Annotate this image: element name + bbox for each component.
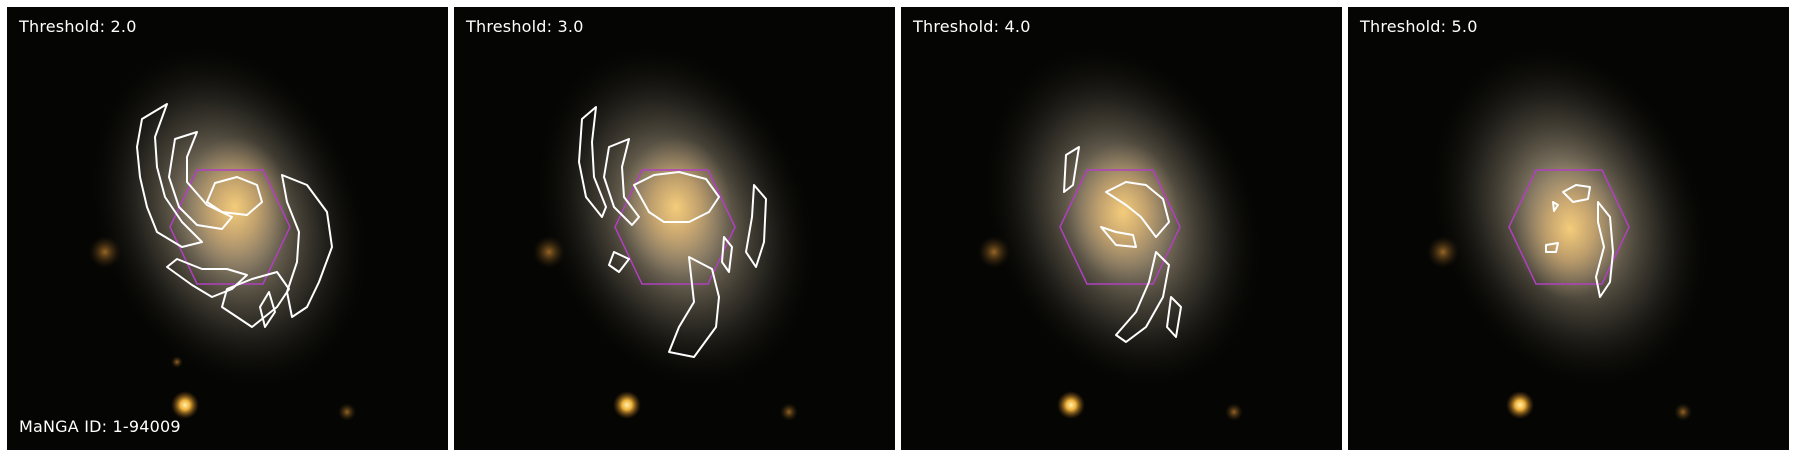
- threshold-panel-3: Threshold: 4.0: [901, 7, 1342, 450]
- galaxy-image-1: [89, 47, 367, 421]
- contour-line-icon: [259, 291, 276, 328]
- contour-line-icon: [166, 258, 248, 298]
- contour-line-icon: [1562, 184, 1591, 203]
- contour-line-icon: [745, 184, 767, 268]
- galaxy-core: [1068, 142, 1178, 282]
- contour-line-icon: [168, 131, 233, 230]
- background-source: [338, 403, 356, 421]
- contour-line-icon: [668, 256, 720, 358]
- contour-line-icon: [281, 174, 333, 318]
- threshold-panel-1: Threshold: 2.0 MaNGA ID: 1-94009: [7, 7, 448, 450]
- background-source: [780, 403, 798, 421]
- contour-line-icon: [1063, 146, 1080, 193]
- background-source: [171, 356, 183, 368]
- contour-line-icon: [1115, 251, 1170, 343]
- contour-line-icon: [1105, 181, 1170, 238]
- contour-line-icon: [206, 176, 263, 216]
- ifu-hexagon-icon: [614, 169, 736, 285]
- contour-line-icon: [136, 103, 203, 248]
- contour-lines: [136, 103, 333, 328]
- galaxy-core: [1515, 159, 1625, 299]
- background-source: [978, 236, 1010, 268]
- contour-line-icon: [633, 171, 720, 223]
- threshold-label: Threshold: 5.0: [1360, 17, 1478, 36]
- contour-line-icon: [221, 271, 290, 328]
- background-source: [89, 236, 121, 268]
- contour-lines: [1063, 146, 1182, 343]
- background-source: [533, 236, 565, 268]
- contour-line-icon: [603, 138, 640, 226]
- contour-line-icon: [1100, 226, 1137, 248]
- threshold-panel-4: Threshold: 5.0: [1348, 7, 1789, 450]
- contour-line-icon: [1545, 242, 1559, 253]
- threshold-label: Threshold: 2.0: [19, 17, 137, 36]
- galaxy-core: [621, 137, 731, 277]
- contour-line-icon: [578, 106, 607, 218]
- background-source: [1674, 403, 1692, 421]
- foreground-star: [1506, 391, 1534, 419]
- contour-line-icon: [721, 236, 733, 273]
- ifu-hexagon-icon: [169, 169, 291, 285]
- galaxy-image-2: [533, 47, 814, 421]
- threshold-panel-2: Threshold: 3.0: [454, 7, 895, 450]
- background-source: [1225, 403, 1243, 421]
- contour-line-icon: [1595, 201, 1614, 298]
- contour-lines: [1545, 184, 1614, 298]
- contour-lines: [578, 106, 767, 358]
- threshold-label: Threshold: 4.0: [913, 17, 1031, 36]
- contour-line-icon: [608, 251, 630, 273]
- ifu-hexagon-icon: [1059, 169, 1181, 285]
- ifu-hexagon-icon: [1508, 169, 1630, 285]
- galaxy-core: [180, 137, 290, 277]
- foreground-star: [613, 391, 641, 419]
- galaxy-image-3: [978, 47, 1261, 421]
- foreground-star: [171, 391, 199, 419]
- foreground-star: [1057, 391, 1085, 419]
- contour-line-icon: [1552, 201, 1559, 212]
- threshold-label: Threshold: 3.0: [466, 17, 584, 36]
- contour-line-icon: [1166, 296, 1182, 338]
- manga-id-label: MaNGA ID: 1-94009: [19, 417, 181, 436]
- background-source: [1427, 236, 1459, 268]
- galaxy-image-4: [1427, 47, 1708, 421]
